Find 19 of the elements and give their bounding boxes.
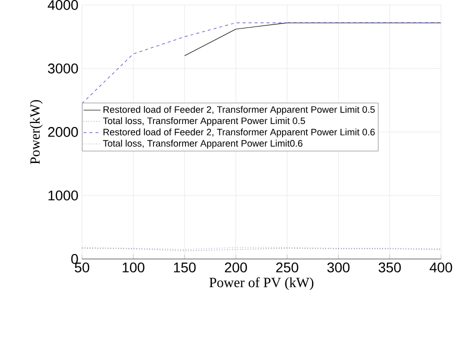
legend-label: Total loss, Transformer Apparent Power Limit0.6 xyxy=(103,140,302,149)
y-tick-label: 2000 xyxy=(48,127,78,137)
x-tick-label: 300 xyxy=(327,262,350,272)
x-tick-label: 200 xyxy=(224,262,247,272)
y-axis-title: Power(kW) xyxy=(30,100,43,164)
legend-label: Total loss, Transformer Apparent Power Limit 0.5 xyxy=(103,117,306,126)
x-tick-label: 400 xyxy=(430,262,452,272)
x-tick-label: 250 xyxy=(276,262,298,272)
legend-label: Restored load of Feeder 2, Transformer Apparent Power Limit 0.5 xyxy=(104,106,375,115)
x-tick-label: 150 xyxy=(174,262,196,272)
y-tick-label: 3000 xyxy=(48,64,78,74)
x-tick-label: 350 xyxy=(378,262,401,272)
y-tick-label: 1000 xyxy=(48,190,78,200)
x-tick-label: 100 xyxy=(122,262,144,272)
x-axis-title: Power of PV (kW) xyxy=(209,277,314,290)
x-tick-label: 50 xyxy=(74,262,90,272)
y-tick-label: 4000 xyxy=(48,0,78,10)
y-tick-label: 0 xyxy=(71,254,78,264)
legend-label: Restored load of Feeder 2, Transformer Apparent Power Limit 0.6 xyxy=(104,128,375,138)
